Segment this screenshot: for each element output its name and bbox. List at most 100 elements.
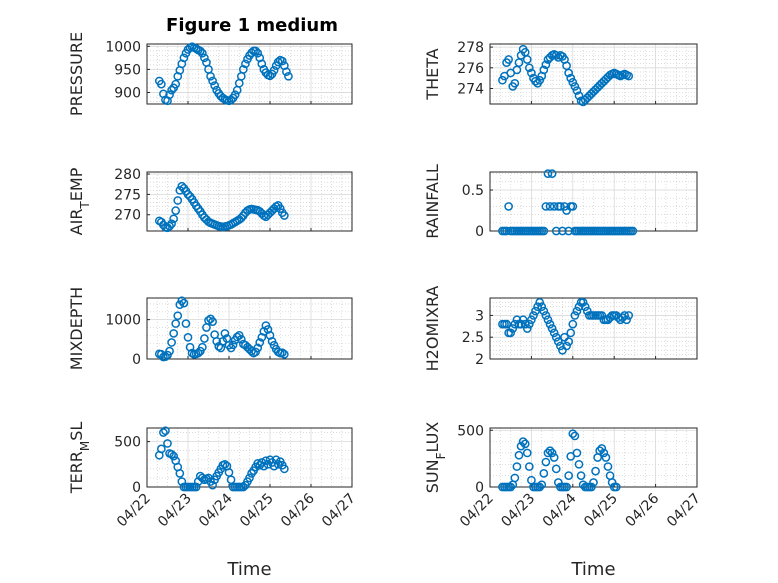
- data-point: [545, 446, 555, 456]
- data-point: [576, 471, 586, 481]
- data-point: [620, 311, 629, 320]
- data-point: [518, 437, 528, 446]
- x-axis-label: Time: [570, 559, 615, 580]
- x-axis-label: Time: [226, 559, 271, 580]
- data-point: [603, 462, 613, 471]
- data-point: [568, 429, 578, 439]
- axes-frame: [489, 297, 698, 360]
- data-point: [506, 328, 516, 338]
- data-point: [560, 202, 569, 211]
- figure-title: Figure 1 medium: [166, 15, 338, 36]
- y-axis-label: THETA: [423, 48, 442, 100]
- data-point: [277, 348, 287, 358]
- data-point: [167, 219, 176, 229]
- data-point: [533, 302, 542, 312]
- data-point: [275, 204, 285, 213]
- data-point: [547, 448, 557, 458]
- data-point: [169, 451, 178, 461]
- data-point: [510, 78, 520, 88]
- data-point: [556, 341, 565, 351]
- data-point: [549, 328, 559, 338]
- y-tick-label: 270: [114, 208, 141, 224]
- data-point: [622, 315, 631, 325]
- data-point: [514, 450, 524, 460]
- y-axis-label: TERRMSL: [67, 422, 92, 495]
- subplot-mixdepth: 0 1000 MIXDEPTH: [67, 287, 353, 370]
- data-point: [177, 477, 187, 486]
- data-point: [522, 448, 532, 458]
- data-point: [574, 459, 584, 469]
- data-point: [535, 482, 545, 492]
- data-point: [175, 185, 185, 195]
- y-tick-label: 0: [475, 224, 484, 240]
- data-point: [541, 60, 551, 70]
- subplot-h2omixra: 2 2.5 3 H2OMIXRA: [423, 286, 698, 371]
- y-axis-label: PRESSURE: [67, 32, 86, 116]
- axes-frame: [146, 427, 353, 488]
- data-point: [510, 473, 520, 483]
- x-tick-label: 04/23: [498, 491, 538, 531]
- data-point: [161, 352, 170, 361]
- data-point: [159, 428, 168, 437]
- data-point: [551, 332, 561, 342]
- data-point: [566, 328, 576, 338]
- subplot-rainfall: 0 0.5 RAINFALL: [423, 164, 698, 240]
- data-point: [280, 211, 289, 220]
- data-point: [570, 431, 580, 441]
- data-point: [539, 226, 549, 236]
- data-point: [543, 315, 553, 325]
- y-tick-label: 0: [475, 480, 484, 496]
- subplot-grid: 900 950 1000 PRESSURE 274 276 278 THETA 270 275 28…: [67, 32, 704, 580]
- data-point: [570, 311, 580, 320]
- data-point: [535, 75, 545, 85]
- data-point: [524, 63, 534, 73]
- data-point: [570, 82, 580, 91]
- data-point: [524, 462, 534, 471]
- data-point: [173, 196, 183, 205]
- data-point: [208, 76, 217, 86]
- axes-frame: [146, 43, 353, 105]
- data-point: [599, 448, 609, 458]
- data-point: [624, 311, 634, 320]
- data-point: [537, 302, 547, 312]
- data-point: [210, 81, 219, 90]
- x-tick-label: 04/23: [155, 491, 195, 531]
- data-point: [601, 453, 611, 462]
- y-tick-label: 900: [114, 85, 141, 101]
- axes-box: [489, 171, 698, 232]
- data-point: [512, 462, 522, 471]
- data-point: [236, 334, 246, 344]
- subplot-theta: 274 276 278 THETA: [423, 40, 698, 107]
- data-point: [553, 337, 563, 346]
- data-point: [568, 202, 578, 211]
- data-point: [508, 324, 518, 333]
- data-point: [587, 482, 596, 492]
- data-point: [195, 46, 205, 56]
- data-point: [208, 317, 217, 326]
- data-point: [208, 480, 217, 490]
- data-point: [527, 315, 536, 325]
- data-point: [165, 90, 174, 100]
- data-point: [502, 226, 511, 236]
- y-tick-label: 274: [457, 81, 484, 97]
- data-point: [564, 226, 574, 236]
- data-point: [537, 480, 547, 490]
- data-point: [551, 51, 561, 60]
- data-point: [539, 65, 549, 75]
- data-point: [255, 338, 265, 347]
- data-point: [520, 439, 530, 449]
- subplot-sun-flux: 04/22 04/23 04/24 04/25 04/26 04/27 0 500 SUNFLU…: [423, 422, 704, 580]
- y-axis-label: RAINFALL: [423, 164, 442, 239]
- subplot-pressure: 900 950 1000 PRESSURE: [67, 32, 353, 116]
- data-point: [239, 65, 248, 74]
- data-point: [212, 336, 222, 346]
- data-point: [165, 346, 174, 356]
- data-point: [545, 202, 555, 211]
- data-point: [183, 333, 193, 342]
- data-point: [558, 226, 567, 236]
- data-point: [522, 324, 532, 333]
- data-point: [167, 449, 176, 459]
- y-tick-label: 276: [457, 61, 484, 77]
- y-axis-label: MIXDEPTH: [67, 287, 86, 370]
